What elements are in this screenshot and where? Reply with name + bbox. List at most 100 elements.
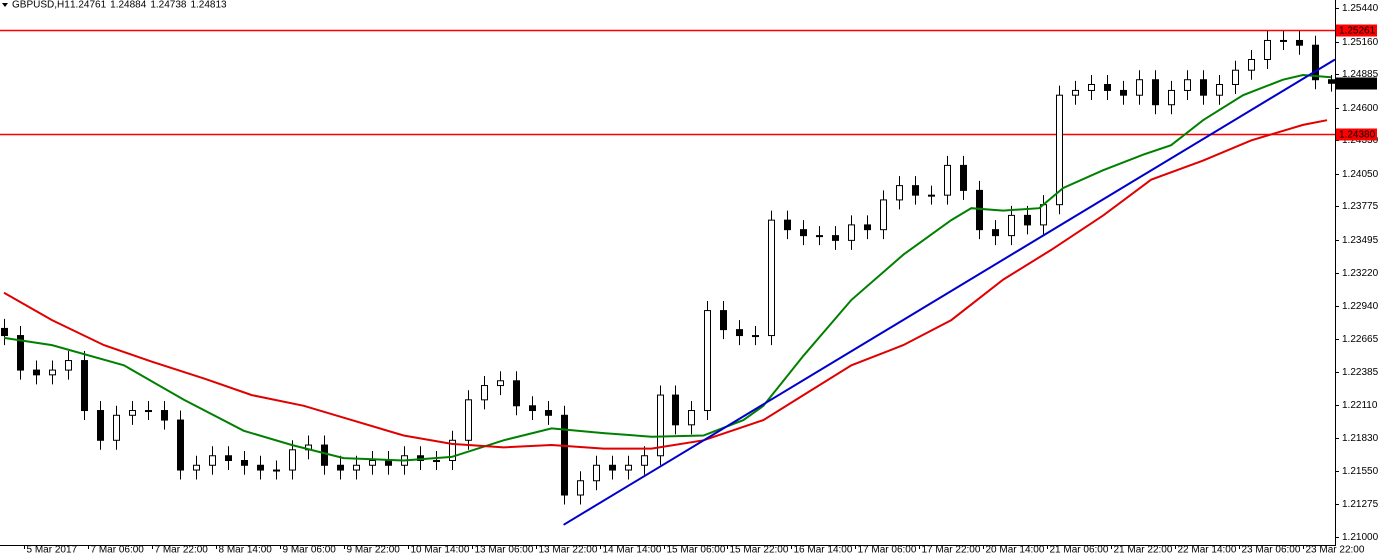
candle-body — [720, 310, 727, 331]
candle-body — [1232, 69, 1239, 85]
candle-body — [1280, 39, 1287, 42]
candle-body — [1328, 79, 1335, 84]
candle-body — [113, 414, 120, 441]
x-tick-label: 7 Mar 22:00 — [155, 545, 209, 556]
candle-body — [321, 444, 328, 466]
candle-body — [145, 410, 152, 413]
indicator-line — [3, 119, 1328, 450]
candle-body — [1312, 44, 1319, 81]
candle-body — [960, 164, 967, 191]
level-tag — [1336, 128, 1377, 141]
candle-body — [1120, 89, 1127, 96]
candle-body — [864, 224, 871, 231]
y-tick-label: 1.21550 — [1342, 466, 1378, 477]
candle-body — [688, 410, 695, 426]
candle-body — [1184, 79, 1191, 91]
x-tick-label: 8 Mar 14:00 — [219, 545, 273, 556]
level-tag-label: 1.25261 — [1339, 26, 1376, 37]
quote-value: 1.24738 — [150, 0, 187, 11]
x-tick-label: 13 Mar 06:00 — [475, 545, 534, 556]
candle-body — [1248, 58, 1255, 71]
candle-body — [704, 310, 711, 412]
candle-body — [65, 360, 72, 371]
candle-body — [848, 224, 855, 241]
x-tick-label: 21 Mar 06:00 — [1050, 545, 1109, 556]
candle-body — [161, 410, 168, 421]
candle-body — [577, 480, 584, 496]
y-tick-label: 1.25160 — [1342, 37, 1378, 48]
x-tick-label: 9 Mar 22:00 — [347, 545, 401, 556]
candle-body — [609, 464, 616, 471]
price-tag-label: 1.24813 — [1339, 79, 1376, 90]
candle-body — [641, 455, 648, 466]
x-tick-label: 15 Mar 22:00 — [730, 545, 789, 556]
x-tick-label: 17 Mar 22:00 — [922, 545, 981, 556]
candle-body — [752, 335, 759, 338]
candle-body — [129, 410, 136, 416]
candle-body — [1216, 83, 1223, 96]
x-tick-label: 7 Mar 06:00 — [91, 545, 145, 556]
candle-body — [1296, 39, 1303, 46]
candle-body — [896, 185, 903, 201]
y-tick-label: 1.22665 — [1342, 334, 1378, 345]
y-tick-label: 1.24330 — [1342, 135, 1378, 146]
x-tick-label: 15 Mar 06:00 — [667, 545, 726, 556]
y-tick-label: 1.24600 — [1342, 103, 1378, 114]
candle-body — [976, 189, 983, 231]
candle-body — [465, 399, 472, 441]
y-tick-label: 1.21000 — [1342, 532, 1378, 543]
indicator-line — [563, 58, 1336, 526]
candle-body — [497, 380, 504, 387]
candle-body — [912, 185, 919, 196]
y-tick-label: 1.22940 — [1342, 301, 1378, 312]
candle-body — [768, 219, 775, 337]
y-tick-label: 1.24885 — [1342, 69, 1378, 80]
quote-value: 1.24884 — [110, 0, 147, 11]
candle-body — [1072, 89, 1079, 96]
y-tick-label: 1.21275 — [1342, 499, 1378, 510]
y-tick-label: 1.22110 — [1342, 400, 1378, 411]
candle-body — [1168, 89, 1175, 106]
indicator-line — [3, 73, 1332, 462]
y-tick-label: 1.22385 — [1342, 367, 1378, 378]
x-tick-label: 5 Mar 2017 — [27, 545, 78, 556]
x-tick-label: 23 Mar 22:00 — [1306, 545, 1365, 556]
candle-body — [225, 455, 232, 462]
candle-body — [880, 199, 887, 231]
candle-body — [33, 369, 40, 376]
candle-body — [353, 464, 360, 471]
candle-body — [1152, 79, 1159, 106]
candle-body — [736, 329, 743, 337]
candle-body — [49, 369, 56, 376]
candle-body — [241, 460, 248, 466]
y-tick-label: 1.25440 — [1342, 3, 1378, 14]
x-tick-label: 20 Mar 14:00 — [986, 545, 1045, 556]
y-tick-label: 1.23495 — [1342, 235, 1378, 246]
x-tick-label: 22 Mar 14:00 — [1178, 545, 1237, 556]
price-tag — [1336, 77, 1377, 90]
candle-body — [177, 419, 184, 471]
candle-body — [513, 380, 520, 407]
candle-body — [816, 235, 823, 238]
candle-body — [1056, 94, 1063, 206]
candle-body — [1, 327, 8, 337]
candle-body — [257, 464, 264, 471]
y-tick-label: 1.21830 — [1342, 433, 1378, 444]
candle-body — [449, 439, 456, 462]
candle-body — [928, 194, 935, 197]
candle-body — [657, 394, 664, 457]
x-tick-label: 16 Mar 14:00 — [794, 545, 853, 556]
candle-body — [1136, 79, 1143, 96]
menu-arrow[interactable] — [2, 3, 8, 7]
candle-body — [800, 229, 807, 237]
candle-body — [545, 410, 552, 416]
candle-body — [209, 455, 216, 466]
quote-value: 1.24813 — [190, 0, 227, 11]
candle-body — [1088, 83, 1095, 91]
y-tick-label: 1.23220 — [1342, 268, 1378, 279]
x-tick-label: 21 Mar 22:00 — [1114, 545, 1173, 556]
candle-body — [1200, 79, 1207, 96]
candle-body — [1104, 83, 1111, 91]
candle-body — [337, 464, 344, 471]
x-tick-label: 17 Mar 06:00 — [858, 545, 917, 556]
